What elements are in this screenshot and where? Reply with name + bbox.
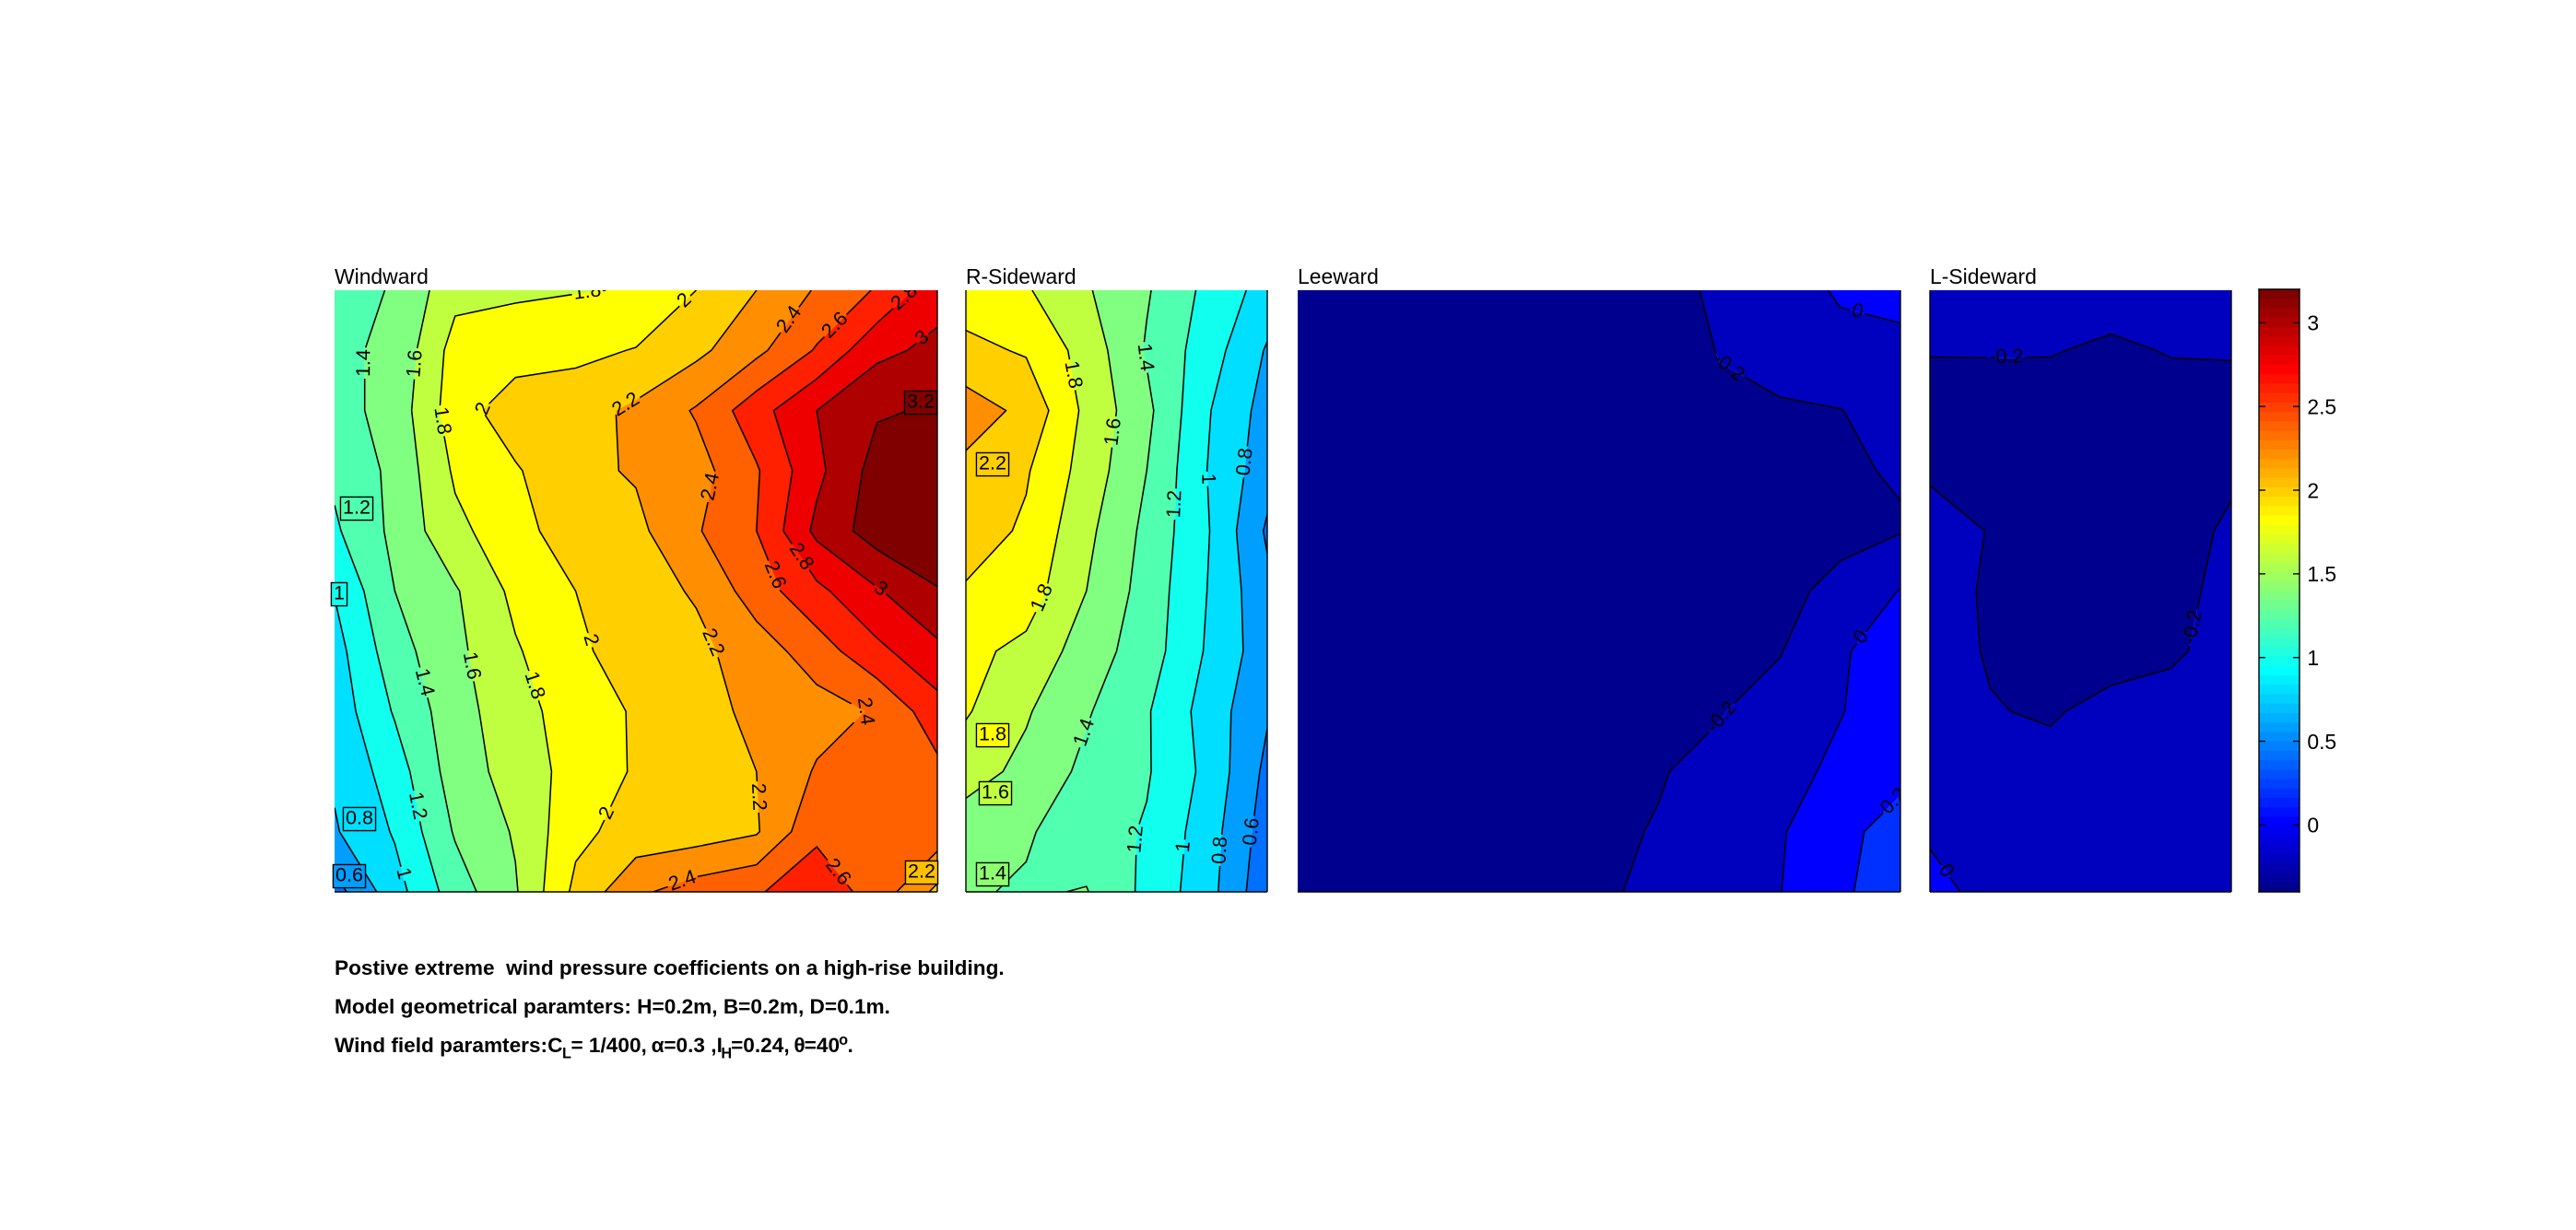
svg-text:1.2: 1.2 bbox=[1123, 825, 1147, 854]
svg-text:0.6: 0.6 bbox=[1239, 816, 1264, 846]
svg-text:0.8: 0.8 bbox=[1231, 447, 1256, 476]
svg-text:= 1/400,: = 1/400, bbox=[570, 1034, 646, 1057]
svg-text:1.6: 1.6 bbox=[402, 349, 426, 379]
svg-text:=0.24,: =0.24, bbox=[731, 1034, 790, 1057]
svg-text:1: 1 bbox=[1171, 840, 1194, 853]
svg-text:R-Sideward: R-Sideward bbox=[966, 264, 1076, 288]
svg-text:-0.2: -0.2 bbox=[1989, 346, 2023, 368]
svg-text:1: 1 bbox=[2307, 646, 2319, 670]
svg-text:Windward: Windward bbox=[335, 264, 429, 288]
svg-text:0.6: 0.6 bbox=[335, 864, 363, 886]
svg-text:2.2: 2.2 bbox=[979, 452, 1006, 474]
svg-text:=40: =40 bbox=[805, 1034, 840, 1057]
svg-text:1: 1 bbox=[334, 582, 345, 604]
svg-text:1.8: 1.8 bbox=[572, 278, 603, 304]
svg-text:Wind field paramters:C: Wind field paramters:C bbox=[335, 1034, 562, 1057]
svg-text:L: L bbox=[562, 1046, 571, 1062]
svg-text:1.6: 1.6 bbox=[1100, 416, 1125, 447]
svg-text:2.2: 2.2 bbox=[747, 782, 771, 811]
svg-text:1.6: 1.6 bbox=[459, 650, 486, 682]
svg-text:0.8: 0.8 bbox=[1207, 836, 1231, 864]
svg-text:0: 0 bbox=[2307, 814, 2319, 838]
svg-text:θ: θ bbox=[794, 1034, 805, 1057]
svg-text:1.8: 1.8 bbox=[429, 405, 455, 436]
svg-text:1.4: 1.4 bbox=[352, 349, 374, 377]
svg-text:1.4: 1.4 bbox=[979, 862, 1006, 884]
svg-text:α: α bbox=[652, 1034, 665, 1057]
svg-text:Model geometrical paramters: H: Model geometrical paramters: H=0.2m, B=0… bbox=[335, 995, 890, 1018]
svg-text:1.2: 1.2 bbox=[343, 497, 371, 519]
svg-text:Leeward: Leeward bbox=[1298, 264, 1379, 288]
svg-text:1.8: 1.8 bbox=[979, 723, 1006, 745]
svg-text:.: . bbox=[847, 1034, 853, 1057]
svg-text:o: o bbox=[839, 1032, 848, 1048]
svg-text:1.4: 1.4 bbox=[1134, 342, 1159, 372]
svg-text:0.5: 0.5 bbox=[2307, 730, 2336, 754]
svg-text:1.2: 1.2 bbox=[1162, 490, 1185, 519]
svg-text:1.2: 1.2 bbox=[405, 790, 431, 821]
svg-text:2.4: 2.4 bbox=[853, 696, 879, 726]
svg-text:0.8: 0.8 bbox=[346, 807, 373, 829]
svg-text:=0.3 ,I: =0.3 ,I bbox=[664, 1034, 723, 1057]
svg-text:3.2: 3.2 bbox=[907, 391, 935, 413]
svg-text:H: H bbox=[721, 1046, 732, 1062]
svg-text:L-Sideward: L-Sideward bbox=[1930, 264, 2037, 288]
svg-text:2: 2 bbox=[2307, 478, 2319, 502]
svg-text:1.8: 1.8 bbox=[1060, 359, 1087, 391]
svg-text:1: 1 bbox=[1197, 473, 1220, 485]
svg-text:3: 3 bbox=[2307, 311, 2319, 335]
svg-text:1.6: 1.6 bbox=[982, 781, 1009, 803]
svg-text:2.2: 2.2 bbox=[908, 861, 935, 883]
svg-text:2.5: 2.5 bbox=[2307, 394, 2336, 418]
svg-text:1.5: 1.5 bbox=[2307, 562, 2336, 586]
svg-text:0: 0 bbox=[1850, 299, 1866, 322]
svg-text:Postive extreme wind pressure: Postive extreme wind pressure coefficien… bbox=[335, 956, 1005, 979]
svg-text:1: 1 bbox=[392, 865, 416, 882]
